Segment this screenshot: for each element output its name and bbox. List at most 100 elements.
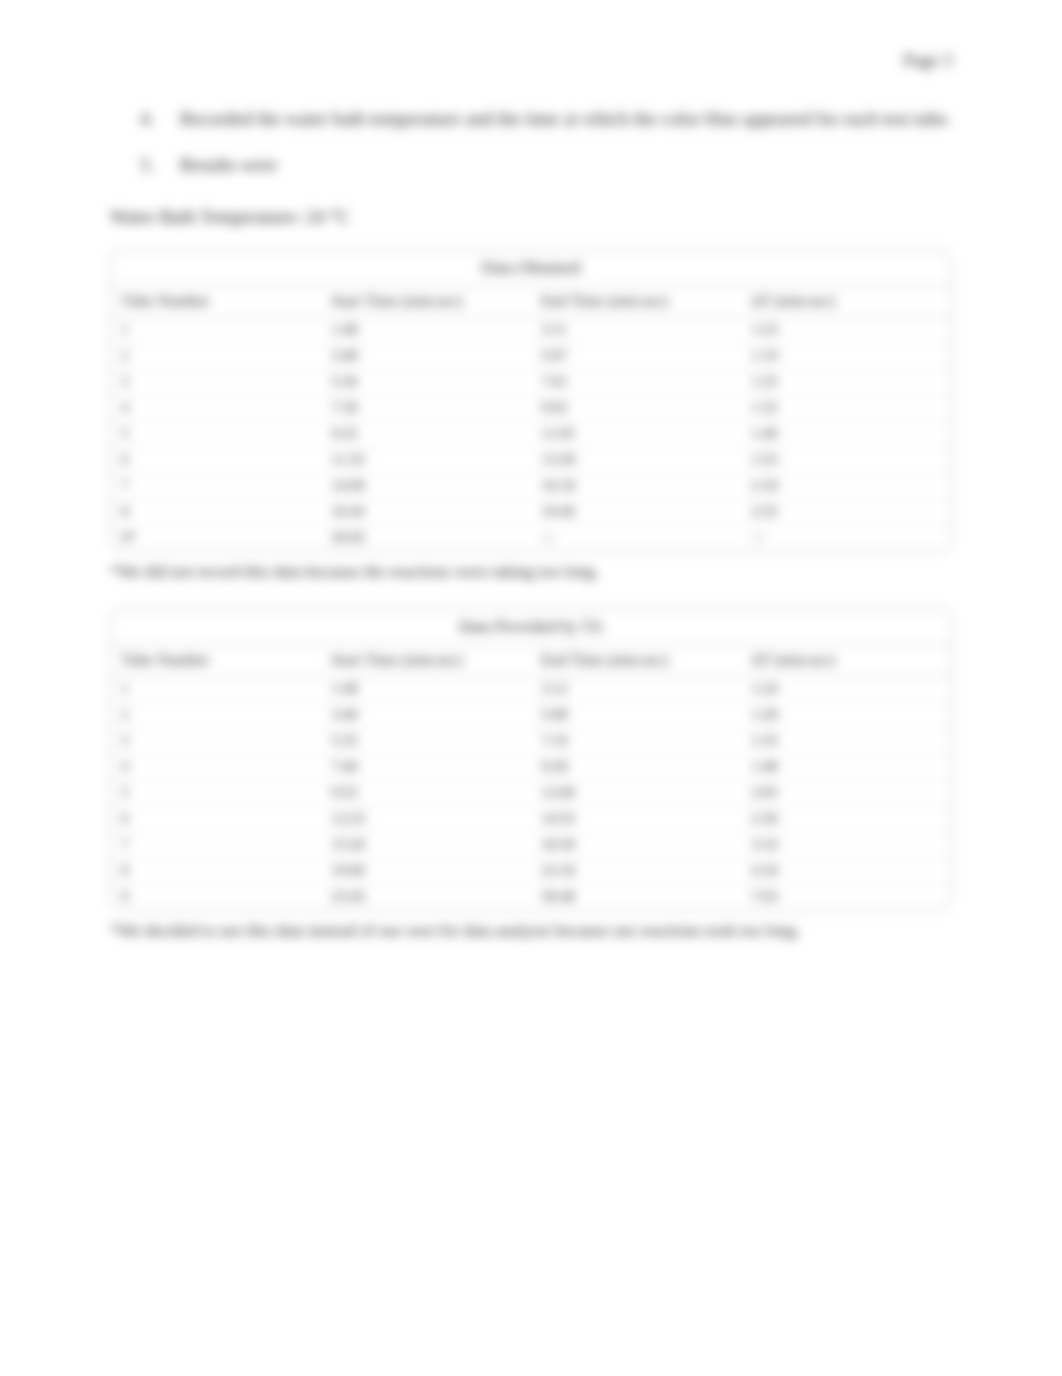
table2-cell: 5:35 xyxy=(321,729,531,755)
table2-row: 23:405:081:28 xyxy=(111,703,951,729)
col-delta-t: ΔT (min:sec) xyxy=(741,286,951,317)
table1-row: 23:485:071:19 xyxy=(111,343,951,369)
table1-cell: 16:18 xyxy=(531,473,741,499)
table2-cell: 12:00 xyxy=(531,781,741,807)
table2-cell: 3 xyxy=(111,729,321,755)
table1-title: Data Obtained xyxy=(111,250,951,287)
table2-cell: 18:30 xyxy=(531,833,741,859)
table1-cell: 9* xyxy=(111,525,321,551)
table2-cell: 2 xyxy=(111,703,321,729)
table1-cell: 1:53 xyxy=(741,447,951,473)
table2-row: 47:409:281:48 xyxy=(111,755,951,781)
table1-cell: 1:32 xyxy=(741,395,951,421)
table2-cell: 7:40 xyxy=(321,755,531,781)
table1-cell: 20:05 xyxy=(321,525,531,551)
table1-cell: 1:25 xyxy=(741,369,951,395)
table2-cell: 30:48 xyxy=(531,885,741,911)
table2-row: 59:5512:002:05 xyxy=(111,781,951,807)
table1-row: 611:3513:281:53 xyxy=(111,447,951,473)
col-tube-number: Tube Number xyxy=(111,286,321,317)
table1-cell: 5:36 xyxy=(321,369,531,395)
col-delta-t: ΔT (min:sec) xyxy=(741,646,951,677)
table1-row: 11:483:111:23 xyxy=(111,317,951,343)
table2-cell: 4 xyxy=(111,755,321,781)
table1-cell: 4 xyxy=(111,395,321,421)
table2-row: 715:2018:303:10 xyxy=(111,833,951,859)
table1-cell: 5:07 xyxy=(531,343,741,369)
table1-cell: 11:35 xyxy=(321,447,531,473)
table2-cell: 1:48 xyxy=(741,755,951,781)
table-data-provided: Data Provided by TA Tube Number Start Ti… xyxy=(110,608,952,911)
table1-cell: 2:55 xyxy=(741,499,951,525)
table1-cell: 2 xyxy=(111,343,321,369)
table1-cell: — xyxy=(741,525,951,551)
table2-cell: 1 xyxy=(111,677,321,703)
step-5: 5. Results were xyxy=(140,145,952,187)
table2-cell: 5 xyxy=(111,781,321,807)
table1-cell: 1:23 xyxy=(741,317,951,343)
col-start-time: Start Time (min:sec) xyxy=(321,646,531,677)
step-marker: 5. xyxy=(140,145,154,187)
table1-cell: 3:11 xyxy=(531,317,741,343)
col-tube-number: Tube Number xyxy=(111,646,321,677)
table1-cell: 6 xyxy=(111,447,321,473)
table1-cell: 9:25 xyxy=(321,421,531,447)
table2-cell: 7:03 xyxy=(741,885,951,911)
step-text: Results were xyxy=(180,155,278,176)
table1-cell: 13:28 xyxy=(531,447,741,473)
table2-cell: 12:25 xyxy=(321,807,531,833)
step-text: Recorded the water bath temperature and … xyxy=(180,109,951,130)
table2-cell: 9:55 xyxy=(321,781,531,807)
table1-cell: 3 xyxy=(111,369,321,395)
document-page: Page 3 4. Recorded the water bath temper… xyxy=(0,0,1062,1376)
table1-cell: 1 xyxy=(111,317,321,343)
table1-cell: — xyxy=(531,525,741,551)
table1-cell: 1:48 xyxy=(321,317,531,343)
table2-cell: 2:05 xyxy=(741,781,951,807)
table1-cell: 7:01 xyxy=(531,369,741,395)
table2-title: Data Provided by TA xyxy=(111,609,951,646)
table2-cell: 3:12 xyxy=(531,677,741,703)
col-end-time: End Time (min:sec) xyxy=(531,646,741,677)
table1-cell: 7 xyxy=(111,473,321,499)
table2-row: 11:483:121:24 xyxy=(111,677,951,703)
table2-row: 612:2514:552:30 xyxy=(111,807,951,833)
table1-cell: 3:48 xyxy=(321,343,531,369)
table1-row: 35:367:011:25 xyxy=(111,369,951,395)
table2-header-row: Tube Number Start Time (min:sec) End Tim… xyxy=(111,646,951,677)
table2-cell: 7 xyxy=(111,833,321,859)
col-start-time: Start Time (min:sec) xyxy=(321,286,531,317)
table2-row: 819:0023:184:18 xyxy=(111,859,951,885)
page-header-right: Page 3 xyxy=(110,50,952,71)
table2-cell: 8 xyxy=(111,859,321,885)
table2-cell: 15:20 xyxy=(321,833,531,859)
table1-cell: 1:40 xyxy=(741,421,951,447)
table2-cell: 7:10 xyxy=(531,729,741,755)
table1-cell: 11:05 xyxy=(531,421,741,447)
table1-cell: 7:30 xyxy=(321,395,531,421)
table2-cell: 9:28 xyxy=(531,755,741,781)
table2-row: 35:357:101:35 xyxy=(111,729,951,755)
table2-cell: 1:35 xyxy=(741,729,951,755)
procedure-steps: 4. Recorded the water bath temperature a… xyxy=(140,99,952,187)
table2-cell: 19:00 xyxy=(321,859,531,885)
water-bath-temperature: Water Bath Temperature: 24 °C xyxy=(110,207,952,229)
table2-cell: 3:10 xyxy=(741,833,951,859)
table1-row: 816:4519:402:55 xyxy=(111,499,951,525)
step-marker: 4. xyxy=(140,99,154,141)
col-end-time: End Time (min:sec) xyxy=(531,286,741,317)
table2-cell: 3:40 xyxy=(321,703,531,729)
table2-cell: 5:08 xyxy=(531,703,741,729)
table1-row: 59:2511:051:40 xyxy=(111,421,951,447)
table2-cell: 2:30 xyxy=(741,807,951,833)
table1-cell: 16:45 xyxy=(321,499,531,525)
table1-cell: 14:00 xyxy=(321,473,531,499)
table2-cell: 23:18 xyxy=(531,859,741,885)
step-4: 4. Recorded the water bath temperature a… xyxy=(140,99,952,141)
table2-footnote: *We decided to use this data instead of … xyxy=(110,917,952,946)
table1-row: 714:0016:182:18 xyxy=(111,473,951,499)
table1-cell: 9:02 xyxy=(531,395,741,421)
table1-footnote: *We did not record this data because the… xyxy=(110,558,952,587)
table2-row: 923:4530:487:03 xyxy=(111,885,951,911)
table2-cell: 1:28 xyxy=(741,703,951,729)
